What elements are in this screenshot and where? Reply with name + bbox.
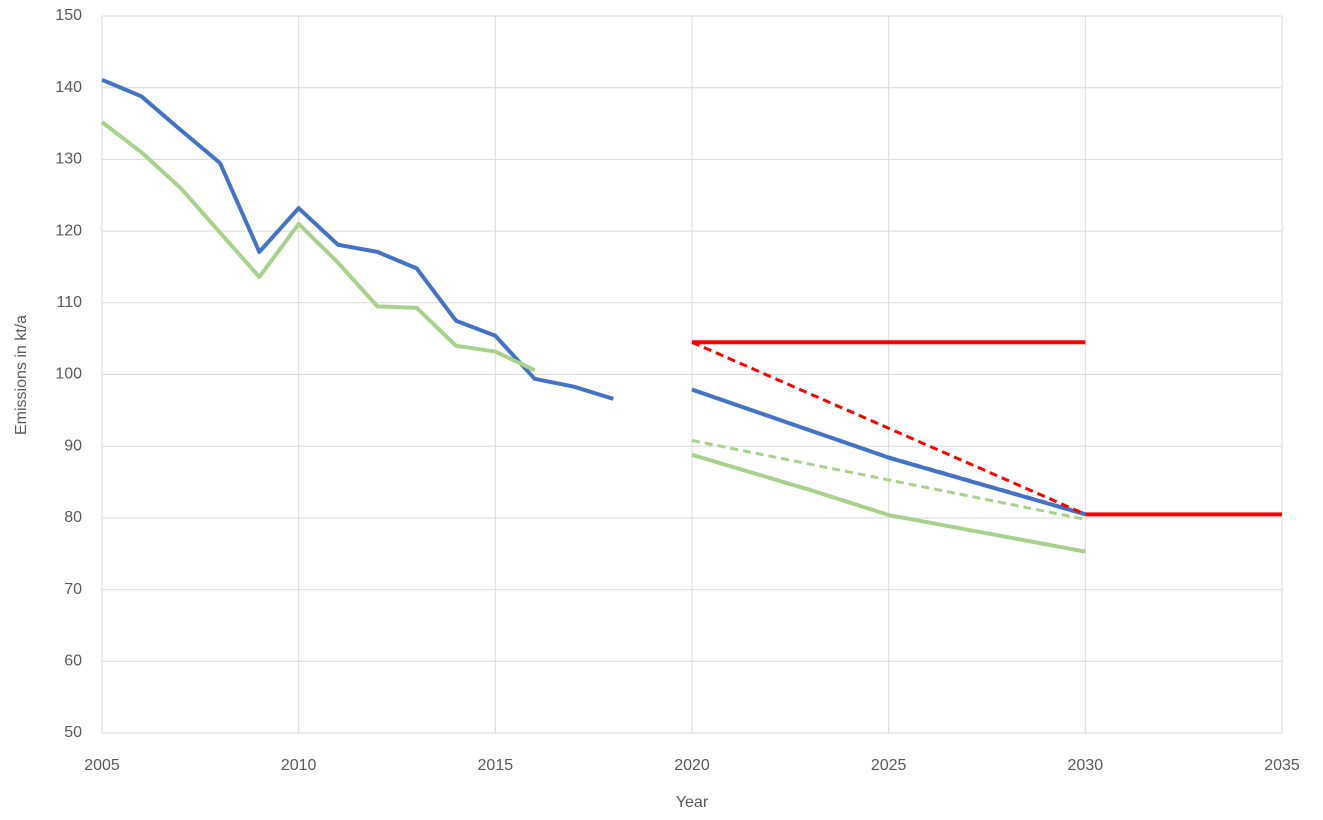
x-tick-label: 2025 <box>871 757 907 774</box>
series-line <box>100 120 536 373</box>
y-tick-label: 90 <box>64 437 82 454</box>
x-axis-label: Year <box>676 794 709 811</box>
x-tick-label: 2020 <box>674 757 710 774</box>
series-line <box>691 452 1086 554</box>
y-tick-label: 120 <box>55 222 82 239</box>
y-tick-label: 110 <box>56 294 82 311</box>
y-tick-label: 50 <box>64 724 82 741</box>
y-tick-label: 140 <box>55 79 82 96</box>
y-tick-label: 150 <box>55 7 82 24</box>
series-line <box>691 340 1086 516</box>
x-tick-label: 2035 <box>1264 757 1300 774</box>
series-line <box>691 438 1086 521</box>
y-tick-label: 60 <box>64 653 82 670</box>
y-axis-label: Emissions in kt/a <box>13 315 30 435</box>
y-tick-label: 80 <box>64 509 82 526</box>
x-tick-label: 2015 <box>478 757 514 774</box>
x-tick-label: 2030 <box>1068 757 1104 774</box>
y-tick-label: 130 <box>55 151 82 168</box>
x-tick-label: 2005 <box>84 757 120 774</box>
series-line <box>101 77 614 401</box>
series-line <box>691 388 1086 516</box>
y-tick-label: 70 <box>64 581 82 598</box>
y-tick-label: 100 <box>55 366 82 383</box>
x-tick-label: 2010 <box>281 757 317 774</box>
